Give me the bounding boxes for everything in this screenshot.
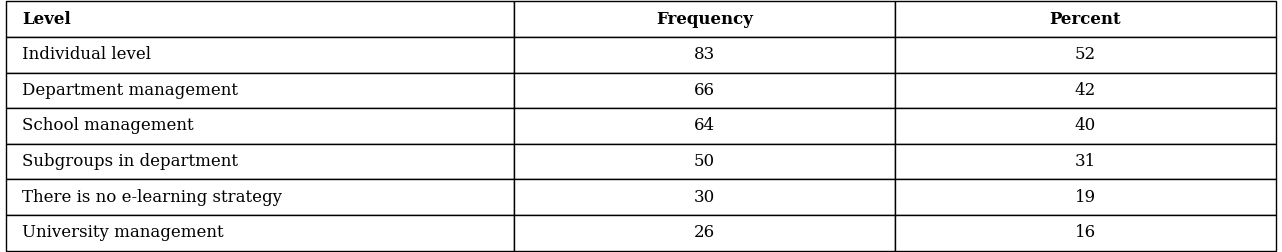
Bar — [6, 108, 514, 144]
Text: 50: 50 — [694, 153, 715, 170]
Bar — [895, 144, 1276, 179]
Bar — [514, 215, 895, 251]
Text: 30: 30 — [694, 189, 715, 206]
Text: 19: 19 — [1074, 189, 1096, 206]
Text: 66: 66 — [694, 82, 715, 99]
Bar — [514, 1, 895, 37]
Text: School management: School management — [22, 117, 194, 135]
Bar — [514, 37, 895, 73]
Bar — [895, 1, 1276, 37]
Bar — [514, 179, 895, 215]
Text: 42: 42 — [1074, 82, 1096, 99]
Bar — [6, 179, 514, 215]
Bar — [895, 108, 1276, 144]
Bar — [514, 108, 895, 144]
Text: Percent: Percent — [1050, 11, 1120, 27]
Bar — [6, 1, 514, 37]
Bar — [6, 215, 514, 251]
Text: University management: University management — [22, 225, 223, 241]
Bar — [514, 73, 895, 108]
Bar — [895, 179, 1276, 215]
Text: Department management: Department management — [22, 82, 237, 99]
Bar — [6, 37, 514, 73]
Text: Frequency: Frequency — [656, 11, 753, 27]
Text: 31: 31 — [1074, 153, 1096, 170]
Bar — [514, 144, 895, 179]
Bar — [895, 215, 1276, 251]
Text: 26: 26 — [694, 225, 715, 241]
Text: 83: 83 — [694, 46, 715, 63]
Text: Individual level: Individual level — [22, 46, 151, 63]
Text: 40: 40 — [1074, 117, 1096, 135]
Text: Level: Level — [22, 11, 71, 27]
Bar — [6, 73, 514, 108]
Text: 64: 64 — [694, 117, 715, 135]
Text: There is no e-learning strategy: There is no e-learning strategy — [22, 189, 282, 206]
Bar — [895, 37, 1276, 73]
Bar — [895, 73, 1276, 108]
Text: Subgroups in department: Subgroups in department — [22, 153, 237, 170]
Bar — [6, 144, 514, 179]
Text: 52: 52 — [1074, 46, 1096, 63]
Text: 16: 16 — [1074, 225, 1096, 241]
